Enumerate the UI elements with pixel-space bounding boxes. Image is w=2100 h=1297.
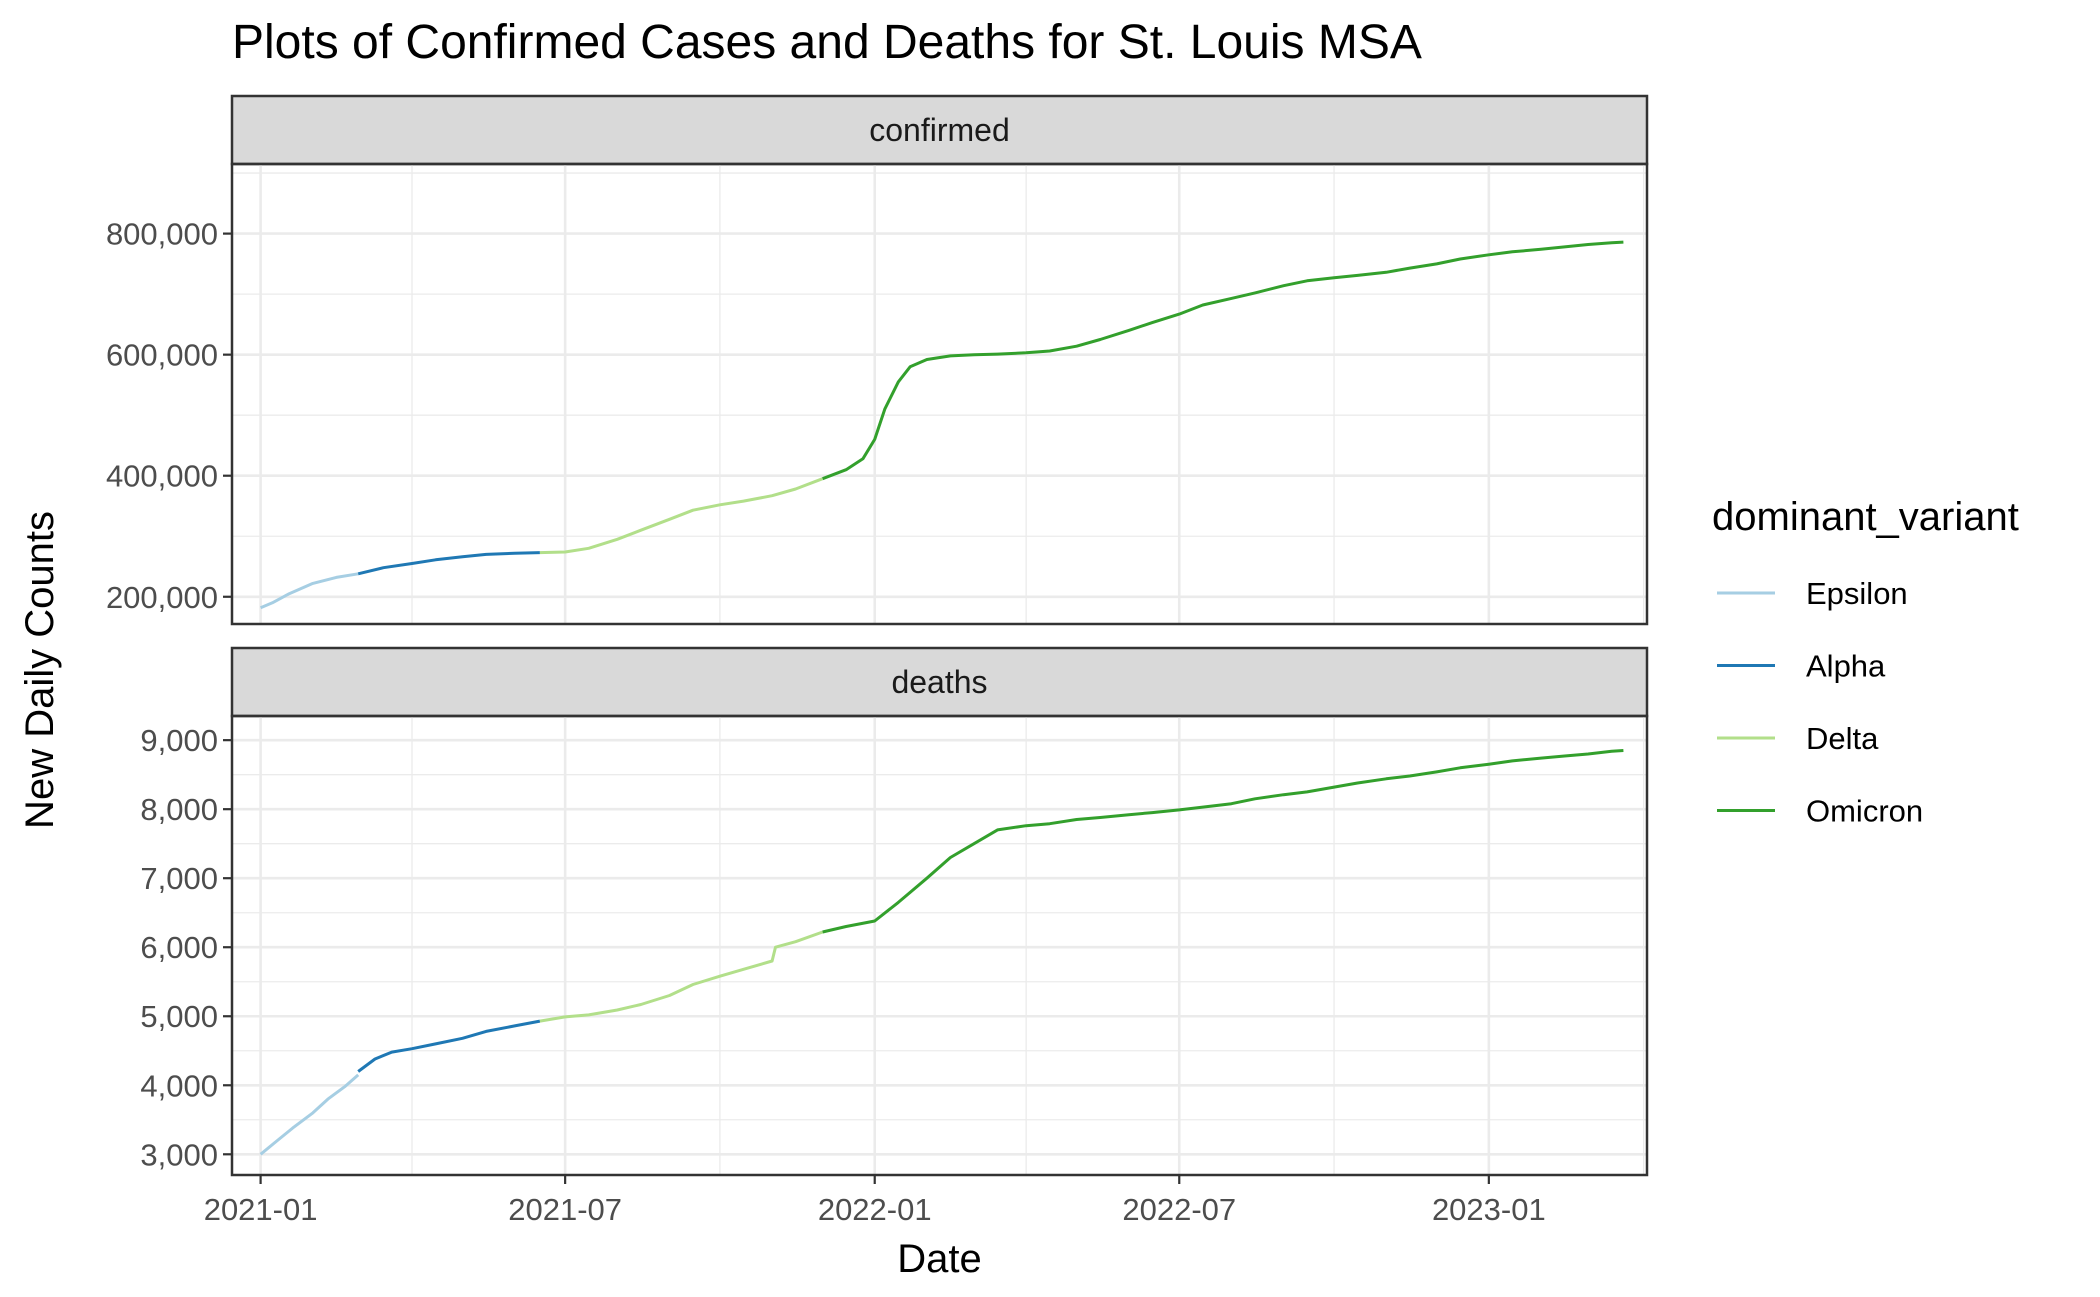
strip-label-deaths: deaths [891,664,987,700]
legend-label-alpha: Alpha [1806,649,1886,684]
strip-background [230,94,1649,166]
legend-label-delta: Delta [1806,721,1879,756]
y-axis-title: New Daily Counts [18,511,62,829]
facet-panel-confirmed: confirmed 200,000 400,000 600,000 800,000 [106,94,1649,626]
y-tick-label: 6,000 [140,930,218,965]
series-line-epsilon-confirmed [260,572,359,610]
y-tick-label: 800,000 [106,217,218,252]
series-line-epsilon-deaths [259,1073,360,1156]
legend: dominant_variant Epsilon Alpha Delta Omicro… [1712,495,2019,829]
x-tick-label: 2022-01 [818,1192,932,1227]
y-tick-label: 600,000 [106,338,218,373]
series-line-delta-confirmed [539,477,824,555]
panel-border [230,162,1649,626]
y-tick-label: 8,000 [140,792,218,827]
y-tick-label: 7,000 [140,861,218,896]
y-tick-label: 5,000 [140,999,218,1034]
series-line-delta-deaths [539,930,824,1023]
x-tick-label: 2022-07 [1122,1192,1236,1227]
series-line-alpha-confirmed [357,551,540,576]
y-tick-label: 400,000 [106,459,218,494]
strip-label-confirmed: confirmed [869,112,1010,148]
legend-title: dominant_variant [1712,495,2019,539]
y-tick-label: 4,000 [140,1068,218,1103]
y-tick-label: 3,000 [140,1137,218,1172]
strip-background [230,646,1649,718]
x-tick-label: 2023-01 [1432,1192,1546,1227]
legend-label-epsilon: Epsilon [1806,576,1908,611]
x-axis-title: Date [897,1237,982,1281]
chart-title: Plots of Confirmed Cases and Deaths for … [232,16,1422,69]
legend-label-omicron: Omicron [1806,794,1923,829]
series-line-omicron-confirmed [822,240,1624,481]
series-line-alpha-deaths [357,1019,541,1073]
x-tick-label: 2021-07 [508,1192,622,1227]
y-tick-label: 9,000 [140,723,218,758]
x-tick-label: 2021-01 [204,1192,318,1227]
panel-border [230,714,1649,1177]
y-tick-label: 200,000 [106,580,218,615]
x-axis: 2021-01 2021-07 2022-01 2022-07 2023-01 [204,1175,1546,1227]
series-line-omicron-deaths [822,749,1624,934]
facet-panel-deaths: deaths 3,000 4,000 5,000 6,000 7,000 8,000 9,0… [140,646,1649,1177]
